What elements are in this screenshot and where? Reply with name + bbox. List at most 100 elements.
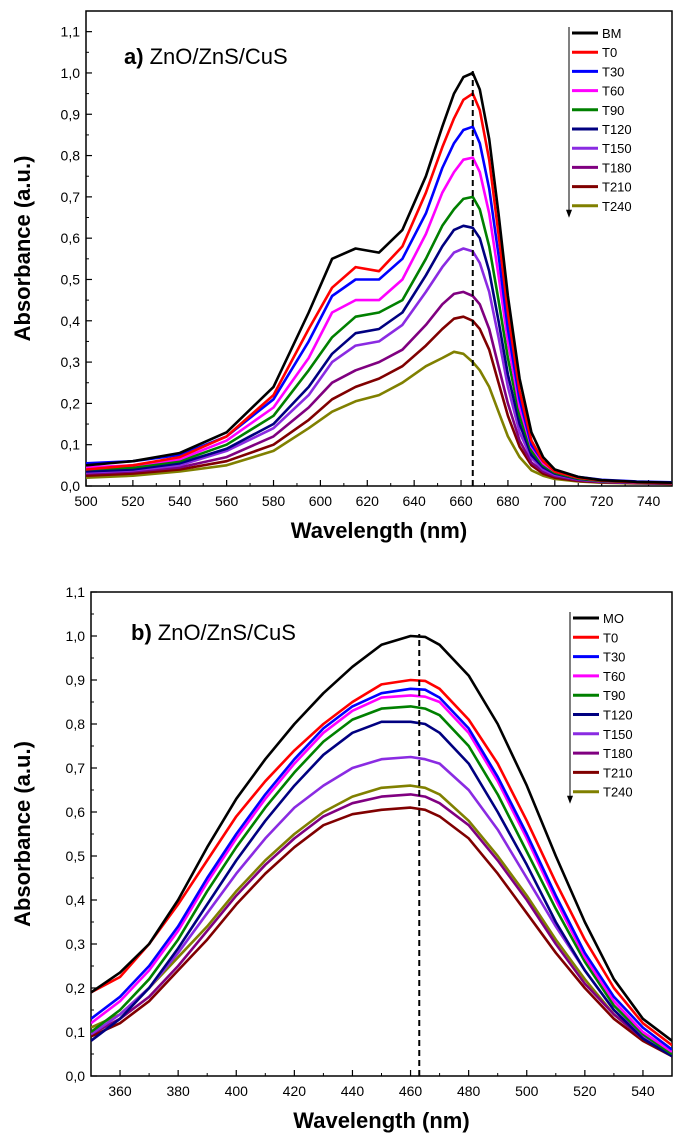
y-tick-label: 0,4 [66, 892, 86, 908]
x-tick-label: 440 [341, 1083, 365, 1099]
plot-frame [85, 10, 673, 487]
legend-label: T60 [602, 84, 624, 99]
x-tick-label: 560 [215, 493, 239, 509]
x-tick-label: 580 [262, 493, 286, 509]
y-tick-label: 0,8 [66, 716, 86, 732]
y-tick-label: 1,1 [66, 584, 86, 600]
y-tick-label: 0,9 [66, 672, 86, 688]
y-tick-label: 1,0 [61, 65, 81, 81]
x-tick-label: 540 [168, 493, 192, 509]
legend-label: BM [602, 26, 622, 41]
series-line-t0 [86, 92, 672, 485]
series-line-t120 [86, 224, 672, 485]
legend: MO T0 T30 T60 T90 T120 T150 T180 T210 T240 [567, 611, 633, 804]
legend-label: T150 [602, 141, 632, 156]
x-tick-label: 700 [543, 493, 567, 509]
legend-arrow-head [566, 209, 572, 218]
series-line-t240 [86, 350, 672, 486]
x-tick-label: 460 [399, 1083, 423, 1099]
x-tick-label: 620 [356, 493, 380, 509]
y-tick-label: 0,3 [61, 354, 81, 370]
y-tick-label: 0,8 [61, 148, 81, 164]
x-tick-label: 500 [515, 1083, 539, 1099]
series-line-t120 [91, 720, 672, 1058]
series-line-t90 [91, 705, 672, 1056]
legend-label: T30 [602, 64, 624, 79]
series-line-t60 [91, 694, 672, 1053]
x-tick-label: 520 [121, 493, 145, 509]
series-line-t30 [86, 125, 672, 484]
y-axis-title: Absorbance (a.u.) [10, 741, 35, 927]
series-line-t210 [86, 315, 672, 486]
legend-label: T240 [603, 785, 633, 800]
x-tick-label: 640 [402, 493, 426, 509]
y-tick-label: 0,4 [61, 313, 81, 329]
legend-label: T240 [602, 199, 632, 214]
series-line-t30 [91, 687, 672, 1051]
y-tick-label: 0,2 [61, 395, 81, 411]
panel-label: b) [131, 620, 152, 645]
x-tick-label: 720 [590, 493, 614, 509]
x-tick-label: 600 [309, 493, 333, 509]
legend-label: T120 [603, 708, 633, 723]
panel-title: ZnO/ZnS/CuS [158, 620, 296, 645]
x-tick-label: 500 [74, 493, 98, 509]
legend-arrow-head [567, 795, 573, 804]
series-line-t0 [91, 678, 672, 1047]
y-tick-label: 0,9 [61, 106, 81, 122]
legend-label: T0 [602, 45, 617, 60]
plot-frame [90, 591, 673, 1077]
series-line-t180 [91, 793, 672, 1056]
legend-label: T90 [603, 688, 625, 703]
series-line-bm [86, 71, 672, 484]
legend-label: T180 [602, 160, 632, 175]
x-tick-label: 360 [108, 1083, 132, 1099]
x-tick-label: 400 [225, 1083, 249, 1099]
chart-panel-a: 0,0 0,1 0,2 0,3 0,4 0,5 0,6 0,7 0,8 0,9 1,0 1,1 500 5… [10, 10, 673, 543]
x-tick-label: 420 [283, 1083, 307, 1099]
legend: BM T0 T30 T60 T90 T120 T150 T180 T210 T240 [566, 26, 632, 218]
panel-label: a) [124, 44, 144, 69]
x-axis-title: Wavelength (nm) [291, 518, 467, 543]
series-line-t180 [86, 290, 672, 485]
series-line-t210 [91, 806, 672, 1058]
y-tick-label: 0,0 [61, 478, 81, 494]
y-tick-label: 0,0 [66, 1068, 86, 1084]
legend-label: T90 [602, 103, 624, 118]
legend-label: T150 [603, 727, 633, 742]
y-tick-label: 0,2 [66, 980, 86, 996]
y-tick-label: 0,6 [66, 804, 86, 820]
legend-label: T30 [603, 650, 625, 665]
legend-label: T210 [603, 765, 633, 780]
y-tick-label: 0,3 [66, 936, 86, 952]
y-tick-label: 0,1 [61, 437, 81, 453]
series-line-t240 [91, 784, 672, 1056]
x-tick-label: 380 [166, 1083, 190, 1099]
series-line-mo [91, 634, 672, 1042]
x-tick-label: 680 [496, 493, 520, 509]
series-lines [86, 71, 672, 486]
x-tick-label: 740 [637, 493, 661, 509]
y-axis-title: Absorbance (a.u.) [10, 156, 35, 342]
y-tick-label: 0,5 [66, 848, 86, 864]
chart-panel-b: 0,0 0,1 0,2 0,3 0,4 0,5 0,6 0,7 0,8 0,9 1,0 1,1 360 3… [10, 584, 673, 1133]
x-axis-title: Wavelength (nm) [293, 1108, 469, 1133]
legend-label: T60 [603, 669, 625, 684]
series-lines [91, 634, 672, 1058]
legend-label: MO [603, 611, 624, 626]
y-tick-label: 0,7 [61, 189, 81, 205]
series-line-t150 [86, 247, 672, 485]
x-tick-label: 520 [573, 1083, 597, 1099]
legend-label: T180 [603, 746, 633, 761]
legend-label: T0 [603, 630, 618, 645]
y-tick-label: 0,5 [61, 271, 81, 287]
y-tick-label: 0,6 [61, 230, 81, 246]
x-tick-label: 480 [457, 1083, 481, 1099]
legend-label: T120 [602, 122, 632, 137]
x-tick-label: 660 [449, 493, 473, 509]
x-tick-label: 540 [631, 1083, 655, 1099]
y-tick-label: 0,7 [66, 760, 86, 776]
y-tick-label: 1,0 [66, 628, 86, 644]
panel-title: ZnO/ZnS/CuS [150, 44, 288, 69]
